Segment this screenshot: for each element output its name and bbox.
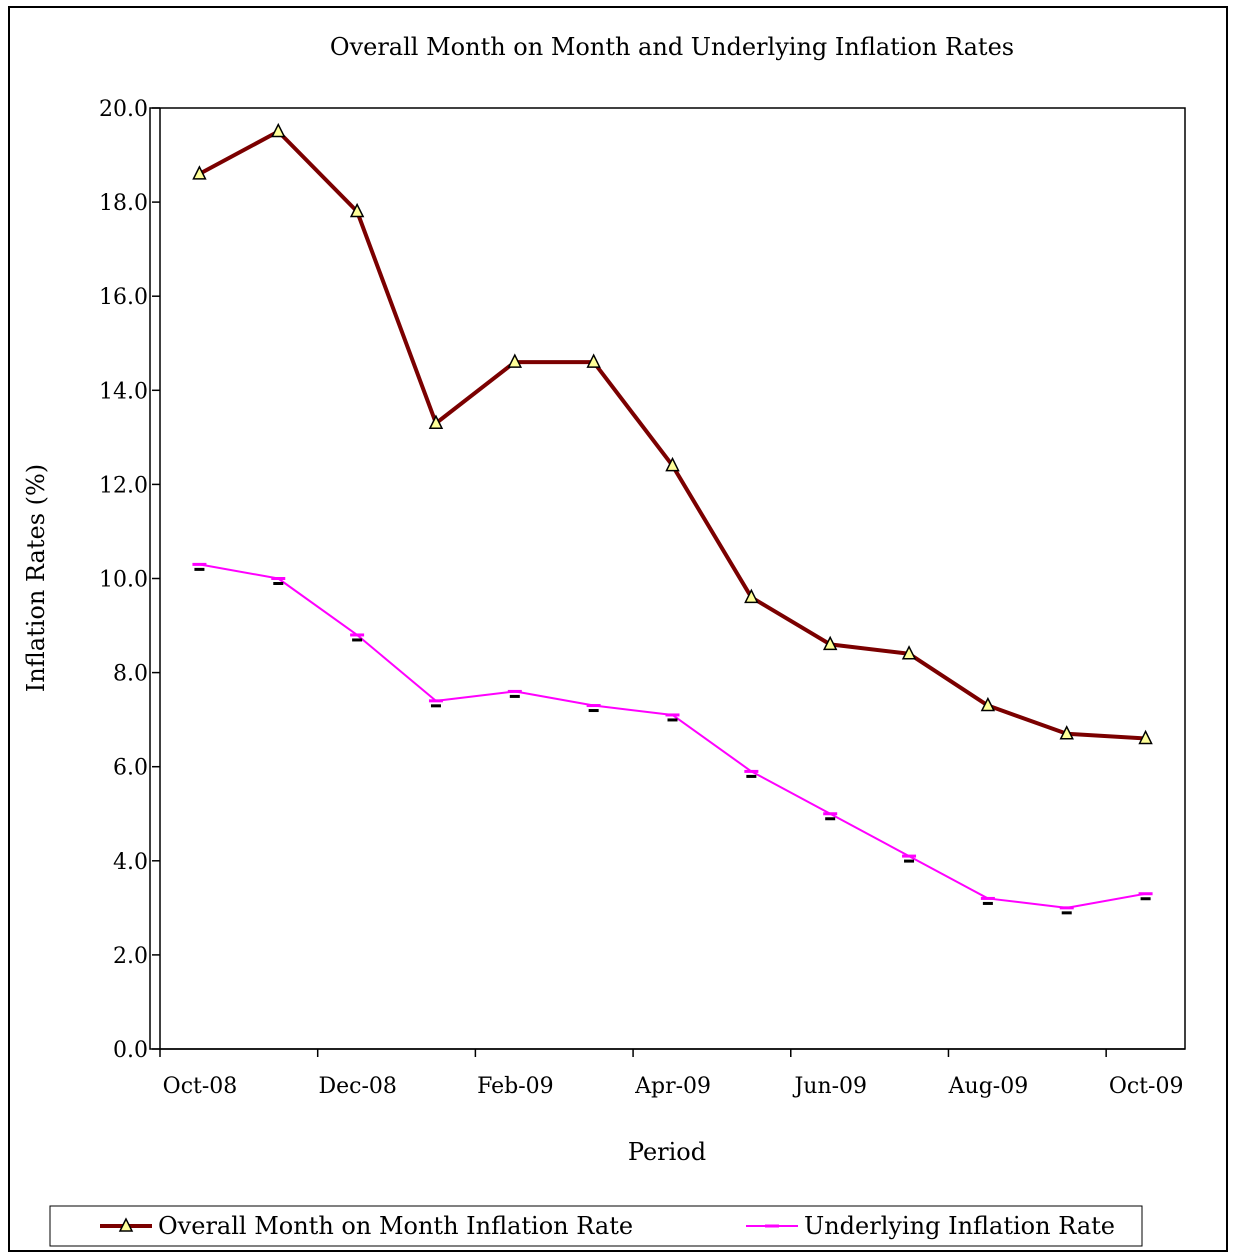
data-point-triangle [349,202,365,218]
data-point-triangle [586,353,601,368]
data-point-triangle [507,353,523,368]
x-tick-label: Jun-09 [792,1074,867,1099]
legend: Overall Month on Month Inflation Rate Und… [49,1205,1143,1247]
data-point-triangle [901,645,917,660]
series-layer [192,122,1153,915]
y-axis: 0.0 2.0 4.0 6.0 8.0 10.0 12.0 14.0 16.0 18.0 20.0 [99,97,161,1063]
y-tick-label: 14.0 [99,379,148,404]
data-point-triangle [822,635,838,651]
y-tick-label: 12.0 [99,473,148,498]
y-tick-label: 4.0 [113,850,148,875]
chart-title: Overall Month on Month and Underlying In… [330,33,1014,61]
x-tick-label: Oct-08 [163,1074,238,1099]
y-tick-label: 8.0 [113,662,148,687]
x-axis-label: Period [628,1138,706,1166]
x-axis: Oct-08 Dec-08 Feb-09 Apr-09 Jun-09 Aug-09 Oct-… [159,1048,1185,1099]
data-point-triangle [980,696,996,712]
legend-box [49,1205,1143,1247]
x-tick-label: Aug-09 [948,1074,1029,1099]
legend-label-overall: Overall Month on Month Inflation Rate [158,1212,633,1240]
y-tick-label: 10.0 [99,568,148,593]
data-point-triangle [744,588,759,604]
legend-marker-overall [118,1217,134,1232]
y-tick-label: 18.0 [99,191,148,216]
x-tick-label: Dec-08 [318,1074,396,1099]
y-tick-label: 0.0 [113,1038,148,1063]
y-axis-label: Inflation Rates (%) [22,464,50,692]
data-point-triangle [1138,729,1153,745]
data-point-triangle [192,165,207,180]
data-point-triangle [1059,725,1074,740]
x-tick-label: Apr-09 [634,1074,711,1099]
y-tick-label: 2.0 [113,944,148,969]
y-tick-label: 6.0 [113,756,148,781]
x-tick-label: Feb-09 [477,1074,554,1099]
y-tick-label: 20.0 [99,97,148,122]
data-point-triangle [665,456,680,472]
plot-area [149,107,1186,1050]
y-tick-label: 16.0 [99,285,148,310]
data-point-triangle [428,414,444,429]
x-tick-label: Oct-09 [1109,1074,1184,1099]
data-point-triangle [271,122,286,138]
legend-label-underlying: Underlying Inflation Rate [804,1212,1115,1240]
